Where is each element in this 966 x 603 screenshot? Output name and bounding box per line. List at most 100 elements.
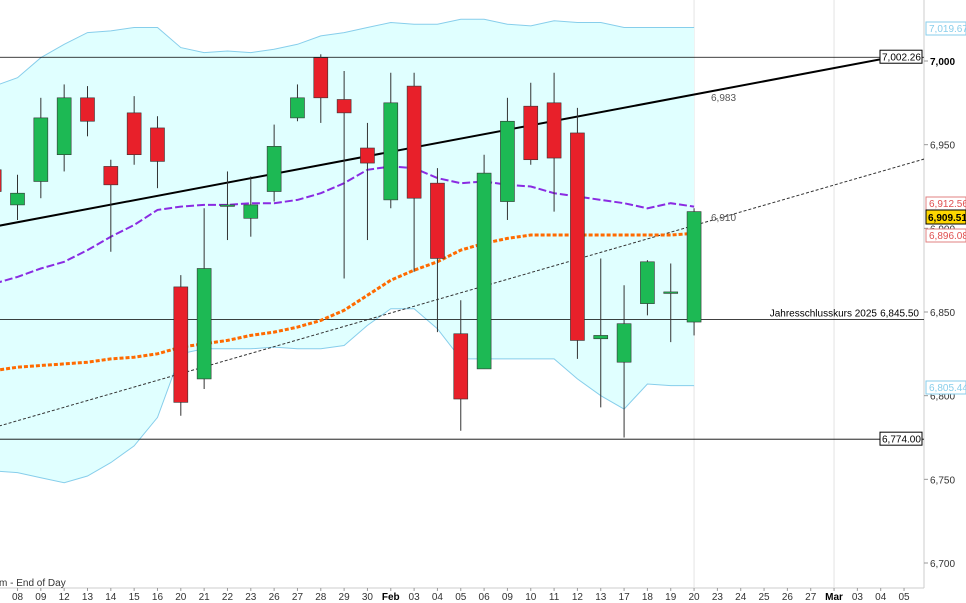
candle-body [570, 132, 585, 341]
candle [570, 107, 585, 359]
x-tick-label: 17 [619, 592, 631, 603]
candle [243, 176, 259, 237]
x-tick-label: 03 [409, 592, 421, 603]
y-tick-label: 6,700 [930, 559, 955, 570]
x-tick-label: 21 [199, 592, 211, 603]
x-tick-label: 13 [82, 592, 94, 603]
bollinger-band-fill [0, 19, 695, 483]
x-tick-label: 04 [432, 592, 444, 603]
candle [10, 174, 25, 220]
x-tick-label: 20 [689, 592, 701, 603]
x-tick-label: 12 [59, 592, 71, 603]
resistance-value-box [879, 49, 923, 64]
candle [546, 72, 562, 212]
x-tick-label: 09 [35, 592, 47, 603]
last-price-box [925, 209, 966, 225]
candle-body [663, 291, 679, 294]
candles [0, 54, 702, 438]
x-tick-label: 12 [572, 592, 584, 603]
candle-body [453, 333, 469, 400]
x-tick-label: 03 [852, 592, 864, 603]
candle [313, 54, 329, 123]
x-tick-label: 26 [269, 592, 281, 603]
x-axis: 08 09 12 13 14 15 16 20 21 22 23 26 27 28 29 30 Feb 03 04 0… [12, 588, 910, 603]
candle-body [593, 335, 609, 340]
trend-line [0, 54, 899, 227]
candle-body [500, 120, 515, 202]
candle [173, 275, 189, 416]
candle [686, 208, 702, 336]
candle-body [150, 127, 165, 162]
candle-body [383, 102, 399, 201]
candle [0, 169, 2, 192]
trend-label: 6,983 [711, 93, 736, 104]
value-tags: 6,983 6,910 Jahresschlusskurs 2025 6,845… [0, 21, 966, 589]
upper-band-value: 7,019.67 [929, 24, 966, 35]
candle [56, 84, 72, 172]
y-tick-label: 6,750 [930, 475, 955, 486]
candle-body [476, 172, 492, 370]
candle [593, 258, 609, 408]
candle [383, 72, 399, 209]
lower-band-value-box [925, 380, 966, 395]
candle-body [126, 112, 142, 156]
bollinger-lower-line [0, 308, 695, 484]
x-tick-label: 06 [479, 592, 491, 603]
year-close-label: Jahresschlusskurs 2025 [770, 309, 878, 320]
upper-band-value-box [925, 21, 966, 36]
y-tick-label: 6,850 [930, 308, 955, 319]
x-tick-label: 20 [175, 592, 187, 603]
x-tick-label: 13 [595, 592, 607, 603]
ma-orange-value: 6,896.08 [929, 231, 966, 242]
candle [196, 208, 212, 389]
candle-body [243, 204, 259, 219]
candle-body [173, 286, 189, 403]
candle [266, 124, 282, 202]
last-label: 6,910 [711, 213, 736, 224]
candle [150, 116, 165, 189]
candle [430, 168, 445, 333]
year-close-value: 6,845.50 [880, 309, 919, 320]
candle-body [266, 146, 282, 192]
x-tick-label: 29 [339, 592, 351, 603]
candle [336, 71, 352, 279]
candle-body [523, 105, 539, 161]
x-tick-label: 08 [12, 592, 24, 603]
candle-body [196, 268, 212, 380]
candle-body [10, 192, 25, 206]
candle [476, 154, 492, 370]
candle-body [33, 117, 49, 182]
ma-purple-value: 6,912.56 [929, 199, 966, 210]
footer-text: m - End of Day [0, 578, 66, 589]
x-tick-label: 28 [315, 592, 327, 603]
x-tick-label: 09 [502, 592, 514, 603]
x-tick-label: Feb [382, 592, 400, 603]
y-tick-label: 6,800 [930, 392, 955, 403]
x-tick-label: Mar [825, 592, 843, 603]
lower-band-value: 6,805.44 [929, 383, 966, 394]
x-tick-label: 23 [712, 592, 724, 603]
candle-body [313, 57, 329, 99]
candle [663, 263, 679, 343]
candle-body [103, 166, 119, 186]
x-tick-label: 19 [665, 592, 677, 603]
x-tick-label: 27 [805, 592, 817, 603]
candle [523, 82, 539, 165]
x-tick-label: 24 [735, 592, 747, 603]
x-tick-label: 30 [362, 592, 374, 603]
candle [406, 72, 422, 272]
candle [126, 96, 142, 165]
support-value: 6,774.00 [882, 435, 921, 446]
resistance-value: 7,002.26 [882, 53, 921, 64]
candle [220, 171, 235, 241]
x-tick-label: 04 [875, 592, 887, 603]
ma-orange-value-box [925, 228, 966, 243]
candle [453, 300, 469, 431]
y-tick-label: 7,000 [930, 57, 955, 68]
candle-body [220, 204, 235, 207]
x-tick-label: 16 [152, 592, 164, 603]
y-tick-label: 6,950 [930, 141, 955, 152]
candle-body [640, 261, 655, 304]
